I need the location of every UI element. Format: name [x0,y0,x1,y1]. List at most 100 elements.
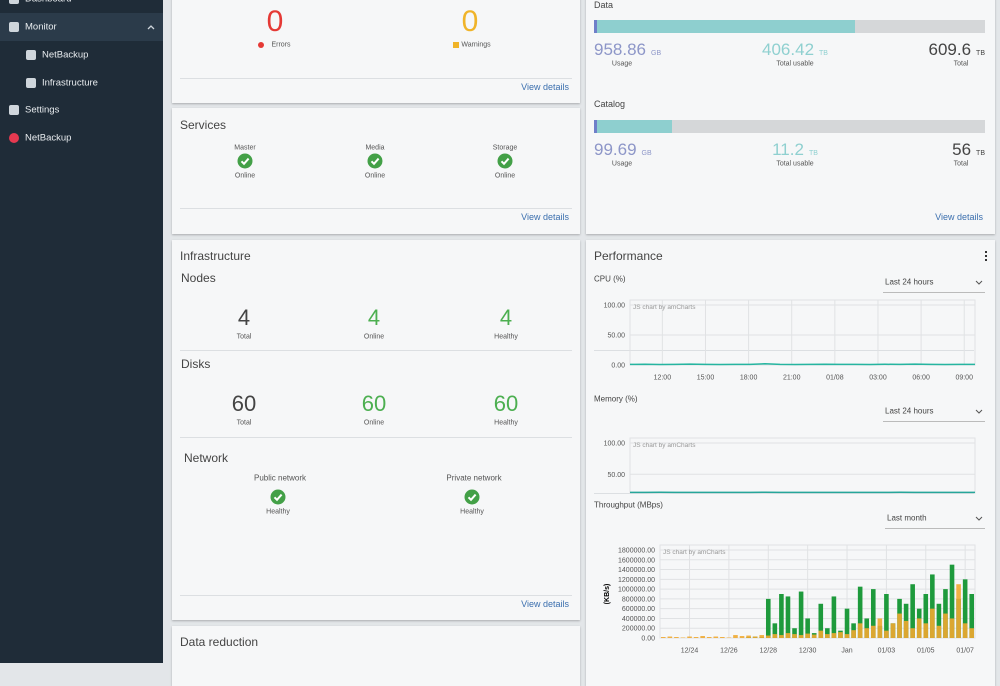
sidebar [0,0,163,663]
kebab-menu[interactable] [985,251,987,253]
nav-icon [9,133,19,143]
section-title: Data reduction [180,635,258,649]
bar-usage [594,120,597,133]
storage-title: Data [594,0,613,10]
network-status: Healthy [460,509,484,516]
divider [180,78,572,79]
range-dropdown[interactable]: Last month [887,514,927,523]
range-dropdown[interactable]: Last 24 hours [885,278,933,287]
check-icon [237,153,253,169]
unit: TB [819,50,828,57]
dropdown-underline [883,421,985,422]
storage-label: Usage [612,161,632,168]
range-dropdown[interactable]: Last 24 hours [885,407,933,416]
storage-label: Total [954,161,969,168]
check-icon [270,489,286,505]
divider [594,493,974,494]
check-icon [497,153,513,169]
view-details-link[interactable]: View details [521,599,569,609]
view-details-link[interactable]: View details [521,212,569,222]
service-status: Online [365,173,385,180]
nav-item[interactable]: Infrastructure [42,78,98,89]
stat-value: 4 [238,305,250,331]
alert-label: Warnings [461,42,490,49]
nav-item[interactable]: Dashboard [25,0,71,5]
storage-label: Total usable [776,161,813,168]
stat-label: Healthy [494,420,518,427]
dropdown-arrow [975,280,983,286]
services-card [172,108,580,234]
divider [594,350,974,351]
view-details-link[interactable]: View details [521,82,569,92]
storage-label: Total usable [776,61,813,68]
nav-icon [26,50,36,60]
page: (() => { const data = JSON.parse(documen… [0,0,1000,663]
nav-item[interactable]: NetBackup [25,133,71,144]
alert-count: 0 [267,5,284,39]
section-title: Services [180,118,226,132]
unit: TB [976,50,985,57]
network-name: Public network [254,474,306,483]
bar-usage [594,20,597,33]
alert-label: Errors [271,42,290,49]
stat-value: 60 [362,391,386,417]
stat-label: Total [237,420,252,427]
alert-icon [453,42,459,48]
divider [180,208,572,209]
performance-card [586,240,995,686]
alert-count: 0 [462,5,479,39]
stat-label: Online [364,420,384,427]
stat-label: Healthy [494,334,518,341]
stat-value: 60 [494,391,518,417]
nav-item[interactable]: NetBackup [42,50,88,61]
stat-label: Online [364,334,384,341]
bar-fill [594,120,672,133]
nav-item[interactable]: Settings [25,105,59,116]
alerts-card [172,0,580,103]
service-name: Storage [493,145,518,152]
check-icon [367,153,383,169]
stat-label: Total [237,334,252,341]
divider [180,350,572,351]
section-title: Performance [594,249,663,263]
dropdown-underline [885,528,985,529]
service-name: Media [365,145,384,152]
storage-card [586,0,995,234]
nav-icon [9,105,19,115]
dropdown-underline [883,292,985,293]
unit: TB [809,150,818,157]
check-icon [464,489,480,505]
network-status: Healthy [266,509,290,516]
alert-icon [258,42,264,48]
nav-icon [26,78,36,88]
network-name: Private network [446,474,501,483]
dropdown-arrow [975,409,983,415]
nav-icon [9,0,19,4]
unit: TB [976,150,985,157]
nav-item[interactable]: Monitor [25,22,57,33]
dropdown-arrow [975,516,983,522]
storage-label: Usage [612,61,632,68]
chevron [146,23,156,31]
storage-label: Total [954,61,969,68]
subsection-title: Nodes [181,271,216,285]
infrastructure-card [172,240,580,620]
service-status: Online [495,173,515,180]
service-name: Master [234,145,255,152]
nav-icon [9,22,19,32]
chart-title: CPU (%) [594,275,626,284]
storage-title: Catalog [594,99,625,109]
subsection-title: Network [184,451,228,465]
divider [180,437,572,438]
unit: GB [651,50,661,57]
section-title: Infrastructure [180,249,251,263]
chart-title: Memory (%) [594,395,638,404]
view-details-link[interactable]: View details [935,212,983,222]
service-status: Online [235,173,255,180]
